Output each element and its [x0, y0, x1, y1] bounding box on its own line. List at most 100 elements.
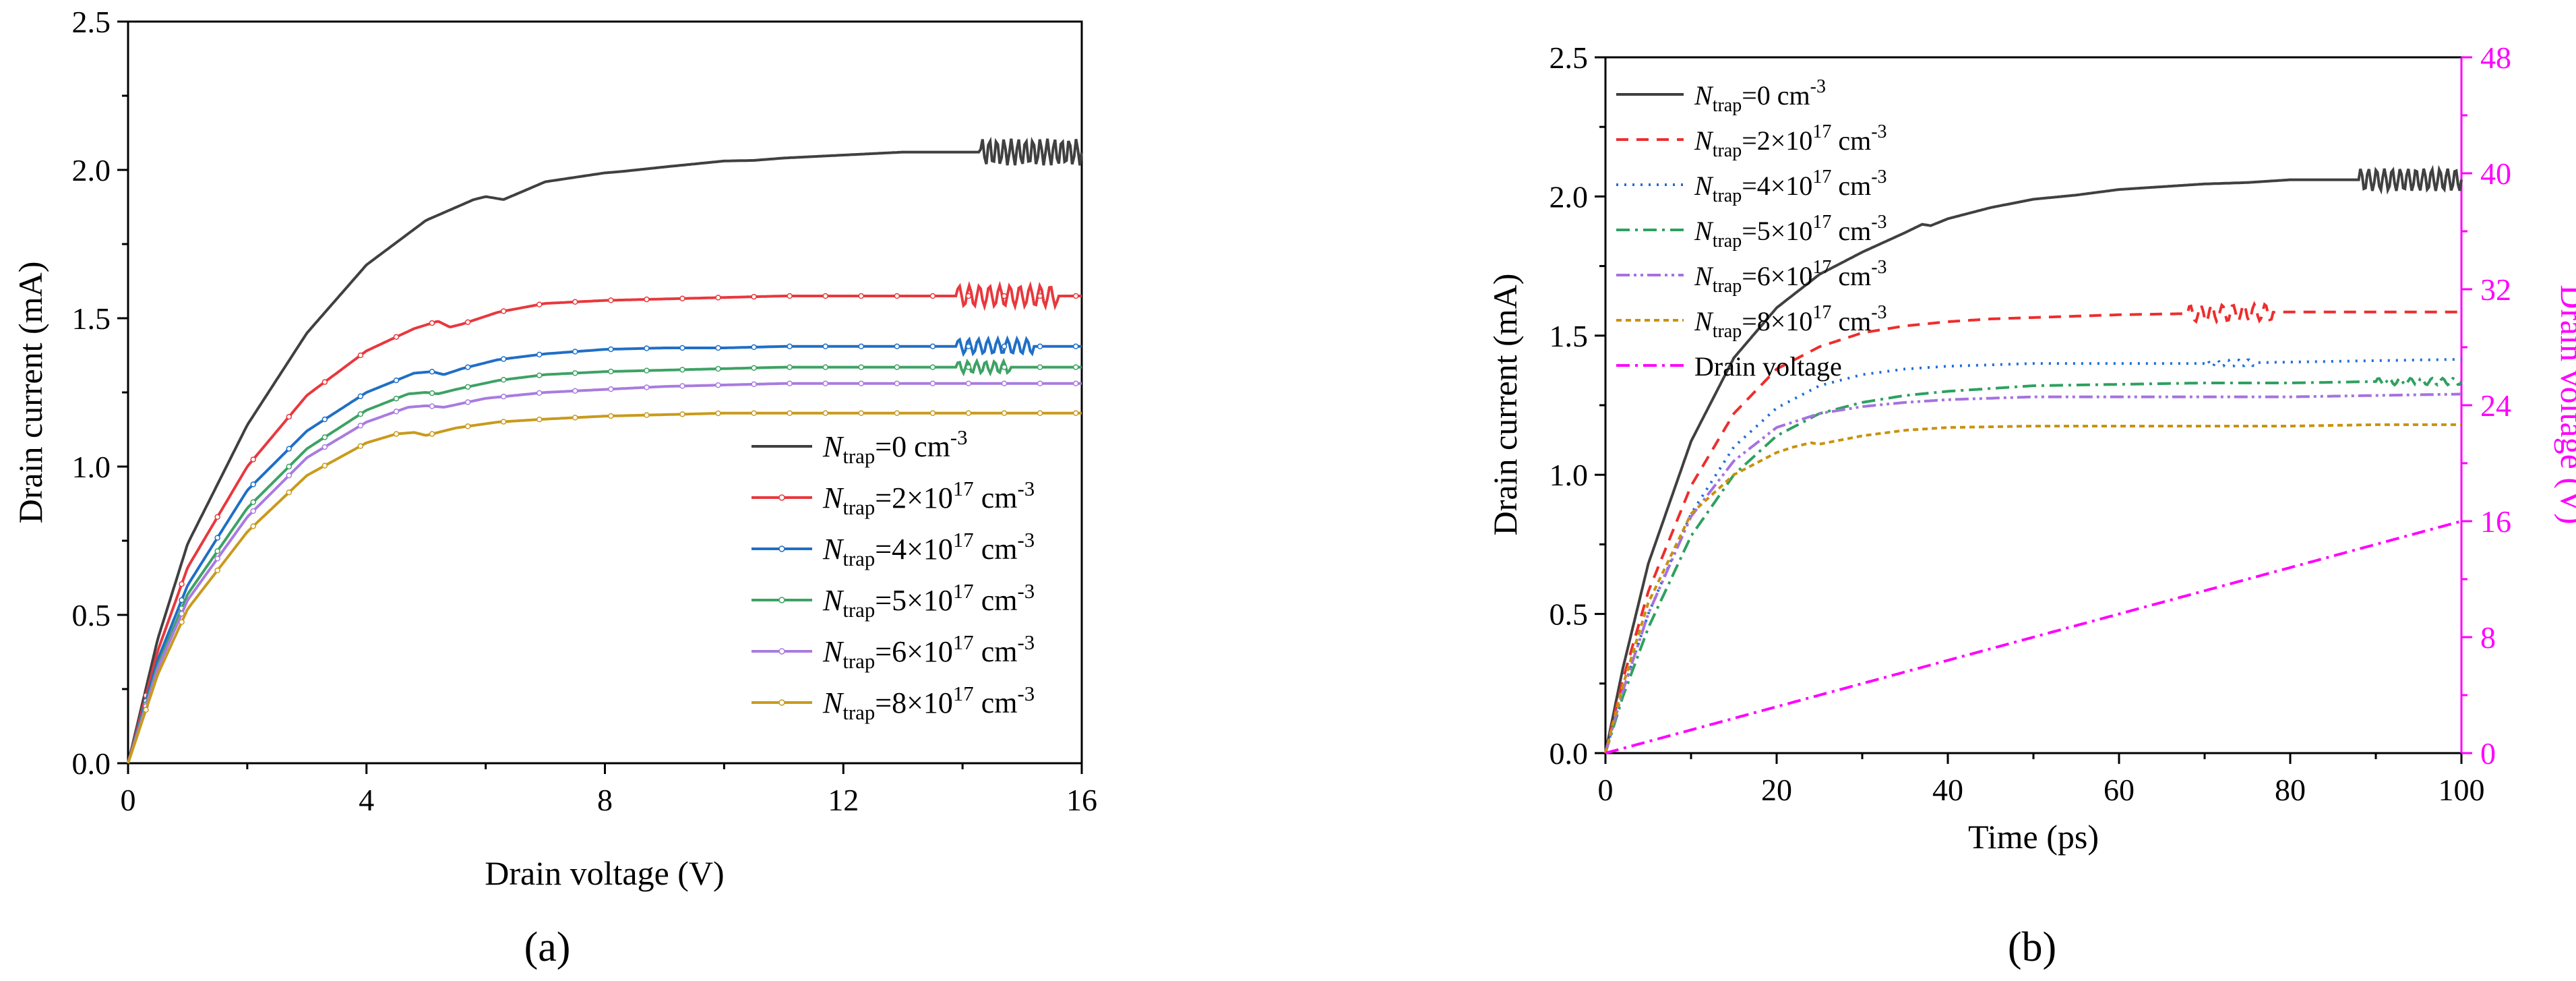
series-line-b-0 [1604, 165, 2463, 754]
series-marker-a-5 [572, 415, 578, 421]
panel-label-a: (a) [524, 924, 571, 970]
series-marker-a-2 [822, 343, 828, 350]
series-marker-a-1 [929, 293, 936, 299]
y2-axis-label-b: Drain voltage (V) [2554, 285, 2576, 524]
series-line-b-2 [1604, 357, 2461, 754]
series-marker-a-3 [321, 434, 328, 440]
series-marker-a-3 [608, 368, 614, 375]
tick-labels-b: 0 20 40 60 80 100 0.0 0.5 1.0 1.5 2.0 2.5 0 8 16 24 32 40… [1550, 40, 2512, 807]
y-tick-label-a: 2.0 [72, 153, 111, 187]
series-marker-a-3 [1001, 364, 1008, 370]
series-marker-a-4 [822, 380, 828, 387]
legend-label-b-1: Ntrap=2×1017 cm-3 [1694, 121, 1887, 161]
series-marker-a-4 [894, 380, 900, 387]
series-marker-a-3 [715, 365, 721, 372]
legend-a: Ntrap=0 cm-3 Ntrap=2×1017 cm-3 Ntrap=4×101… [752, 426, 1035, 724]
legend-marker-a-3 [778, 597, 785, 603]
series-marker-a-5 [679, 411, 685, 417]
legend-label-b-3: Ntrap=5×1017 cm-3 [1694, 212, 1887, 251]
legend-label-a-0: Ntrap=0 cm-3 [822, 426, 967, 468]
legend-marker-a-4 [778, 648, 785, 655]
legend-label-b-2: Ntrap=4×1017 cm-3 [1694, 167, 1887, 206]
series-marker-a-2 [608, 346, 614, 353]
series-marker-a-4 [1037, 380, 1043, 387]
x-axis-label-a: Drain voltage (V) [485, 854, 724, 892]
legend-b: Ntrap=0 cm-3 Ntrap=2×1017 cm-3 Ntrap=4×101… [1616, 76, 1887, 382]
series-marker-a-3 [858, 364, 865, 370]
series-marker-a-2 [214, 535, 220, 541]
series-marker-a-2 [500, 356, 507, 362]
series-marker-a-4 [715, 382, 721, 388]
series-marker-a-4 [321, 444, 328, 450]
series-marker-a-1 [787, 293, 793, 299]
series-marker-a-3 [214, 548, 220, 554]
series-marker-a-5 [608, 413, 614, 419]
series-marker-a-3 [822, 364, 828, 370]
series-marker-a-1 [894, 293, 900, 299]
series-line-b-3 [1604, 376, 2463, 754]
series-marker-a-3 [965, 364, 972, 370]
series-marker-a-5 [965, 410, 972, 417]
series-marker-a-3 [536, 372, 543, 378]
series-group-b [1604, 165, 2463, 754]
series-marker-a-2 [464, 364, 471, 370]
series-marker-a-4 [858, 380, 865, 387]
series-marker-a-4 [250, 508, 256, 514]
series-marker-a-1 [286, 413, 293, 420]
y-tick-label-b: 2.5 [1550, 40, 1589, 75]
series-marker-a-3 [894, 364, 900, 370]
series-marker-a-5 [286, 489, 293, 496]
series-marker-a-1 [429, 320, 435, 326]
series-marker-a-5 [500, 419, 507, 425]
series-marker-a-1 [1037, 293, 1043, 299]
legend-label-b-5: Ntrap=8×1017 cm-3 [1694, 302, 1887, 342]
legend-label-a-4: Ntrap=6×1017 cm-3 [822, 631, 1035, 673]
tick-labels-a: 0 4 8 12 16 0.0 0.5 1.0 1.5 2.0 2.5 [72, 5, 1098, 817]
y-axis-label-a: Drain current (mA) [11, 262, 49, 524]
legend-label-a-3: Ntrap=5×1017 cm-3 [822, 580, 1035, 622]
series-marker-a-3 [679, 367, 685, 373]
series-marker-a-3 [787, 364, 793, 370]
series-line-b-6 [1605, 520, 2462, 754]
tick-marks-a [117, 20, 1083, 774]
series-marker-a-2 [1001, 343, 1008, 350]
series-marker-a-2 [393, 377, 400, 384]
series-marker-a-2 [715, 345, 721, 351]
y-tick-label-b: 1.5 [1550, 319, 1589, 353]
series-marker-a-5 [894, 410, 900, 417]
y2-tick-label-b: 8 [2480, 620, 2496, 655]
legend-label-b-4: Ntrap=6×1017 cm-3 [1694, 257, 1887, 297]
series-marker-a-1 [464, 319, 471, 326]
y-tick-label-a: 0.5 [72, 598, 111, 632]
series-marker-a-2 [751, 344, 757, 351]
series-marker-a-4 [214, 556, 220, 562]
series-marker-a-2 [250, 481, 256, 487]
series-marker-a-2 [429, 368, 435, 375]
panel-label-b: (b) [2008, 924, 2056, 970]
series-marker-a-3 [464, 384, 471, 390]
series-marker-a-3 [429, 390, 435, 396]
series-line-a-1 [127, 280, 1082, 764]
series-marker-a-5 [1001, 410, 1008, 417]
y2-tick-label-b: 32 [2480, 272, 2511, 307]
series-line-b-1 [1604, 301, 2461, 754]
series-marker-a-1 [500, 308, 507, 314]
plot-frame-b [1604, 56, 2463, 754]
series-marker-a-4 [500, 393, 507, 400]
series-marker-a-1 [679, 295, 685, 301]
series-marker-a-4 [929, 380, 936, 387]
series-marker-a-2 [572, 349, 578, 355]
y-tick-label-b: 1.0 [1550, 458, 1589, 492]
series-marker-a-3 [393, 395, 400, 402]
series-marker-a-4 [429, 403, 435, 409]
series-marker-a-5 [715, 410, 721, 417]
series-marker-a-5 [321, 463, 328, 469]
series-marker-a-2 [1037, 343, 1043, 350]
x-tick-label-a: 8 [597, 783, 613, 817]
chart-panel-a: 0 4 8 12 160.00.51.01.52.02.5 Ntrap=0 cm-3Nt… [11, 5, 1097, 970]
series-marker-a-4 [679, 383, 685, 389]
y-tick-label-b: 2.0 [1550, 179, 1589, 214]
y2-tick-label-b: 16 [2480, 504, 2511, 539]
series-marker-a-1 [214, 514, 220, 521]
